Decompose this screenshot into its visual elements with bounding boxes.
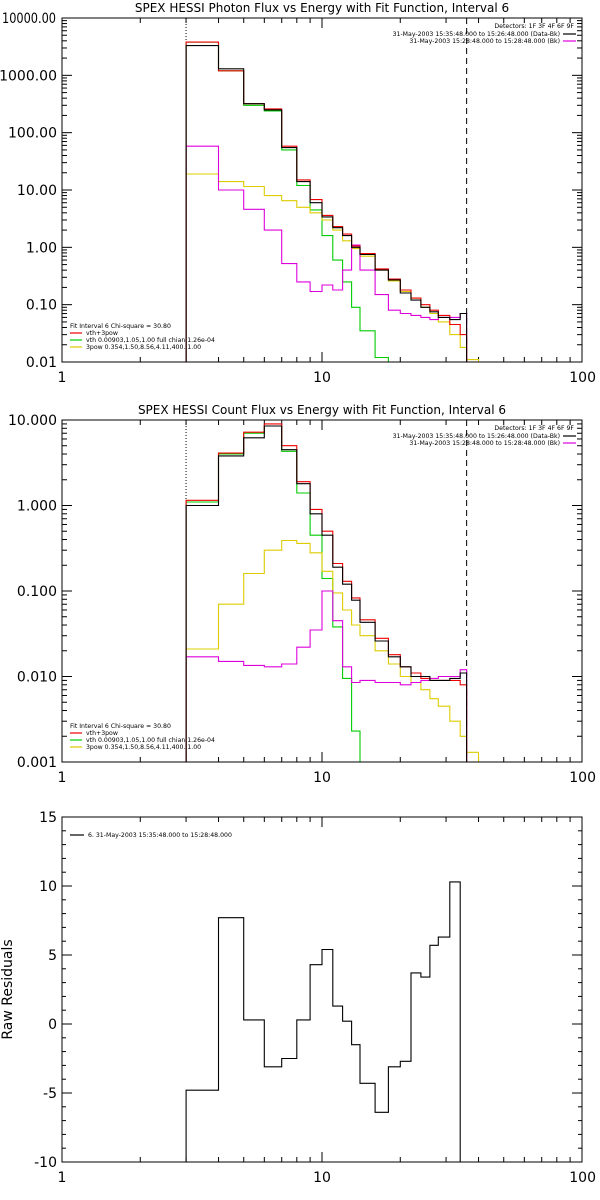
y-tick-label: -10 (34, 1155, 57, 1171)
legend-entry-label: vth 0.00903,1.05,1.00 full chian 1.26e-0… (86, 337, 215, 344)
data-series (185, 423, 490, 762)
data-series (185, 881, 461, 1162)
x-minor-ticks (139, 420, 571, 762)
y-minor-ticks (62, 830, 582, 1149)
vth-histogram (185, 425, 361, 762)
legend-top-left: 6. 31-May-2003 15:35:48.000 to 15:28:48.… (70, 832, 232, 839)
y-tick-label: 1000.00 (0, 68, 57, 84)
legend-header: Detectors: 1F 3F 4F 6F 9F (494, 23, 574, 30)
x-axis: 1 10 100 (58, 18, 596, 386)
y-tick-label: 1.000 (17, 499, 57, 515)
y-axis: 0.01 0.10 1.00 10.00 100.00 1000.00 10000.00 (0, 11, 582, 371)
vth-3pow-histogram (185, 423, 468, 762)
x-minor-ticks (139, 18, 571, 362)
legend-header: Fit Interval 6 Chi-square = 30.80 (70, 323, 171, 330)
x-minor-ticks (139, 817, 571, 1162)
legend-entry-label: 3pow 0.354,1.50,8.56,4.11,400.,1.00 (86, 744, 201, 751)
legend-left: Fit Interval 6 Chi-square = 30.80vth+3po… (70, 323, 215, 351)
x-tick-label: 1 (58, 370, 67, 386)
legend-entry-label: 31-May-2003 15:28:48.000 to 15:28:48.000… (409, 440, 560, 447)
data-series (185, 41, 480, 362)
photon-flux-panel: SPEX HESSI Photon Flux vs Energy with Fi… (0, 1, 596, 386)
chart-title: SPEX HESSI Count Flux vs Energy with Fit… (138, 403, 506, 417)
count-flux-panel: SPEX HESSI Count Flux vs Energy with Fit… (8, 403, 596, 786)
legend-entry-label: vth+3pow (86, 730, 118, 737)
y-tick-label: 5 (48, 948, 57, 964)
y-tick-label: 1.00 (26, 240, 57, 256)
3pow-histogram (185, 539, 490, 762)
x-axis: 1 10 100 (58, 817, 596, 1186)
legend-entry-label: 31-May-2003 15:28:48.000 to 15:28:48.000… (409, 38, 560, 45)
bk-histogram (185, 145, 468, 362)
bk-histogram (185, 590, 468, 762)
chart-title: SPEX HESSI Photon Flux vs Energy with Fi… (135, 1, 509, 15)
legend-entry-label: 6. 31-May-2003 15:35:48.000 to 15:28:48.… (88, 832, 232, 839)
y-tick-label: 10 (39, 879, 57, 895)
vth-histogram (185, 41, 389, 362)
y-tick-label: 10.000 (8, 413, 57, 429)
vth-3pow-histogram (185, 41, 468, 362)
x-tick-label: 10 (313, 770, 331, 786)
legend-header: Detectors: 1F 3F 4F 6F 9F (494, 425, 574, 432)
legend-entry-label: vth+3pow (86, 330, 118, 337)
residuals-histogram (185, 881, 461, 1162)
y-axis-label: Raw Residuals (0, 939, 16, 1039)
residuals-panel: 1 10 100 -10 -5 0 5 10 15 Raw Residuals 6. 31-May-… (0, 810, 596, 1186)
y-tick-label: 0.01 (26, 355, 57, 371)
y-tick-label: 0 (48, 1017, 57, 1033)
y-tick-label: 10000.00 (2, 11, 56, 27)
x-tick-label: 10 (313, 1170, 331, 1186)
y-axis: -10 -5 0 5 10 15 (34, 810, 582, 1171)
y-tick-label: 10.00 (17, 183, 57, 199)
x-tick-label: 100 (569, 770, 596, 786)
y-tick-label: 0.001 (17, 755, 57, 771)
data-bk-histogram (185, 45, 468, 362)
legend-entry-label: vth 0.00903,1.05,1.00 full chian 1.26e-0… (86, 737, 215, 744)
legend-entry-label: 3pow 0.354,1.50,8.56,4.11,400.,1.00 (86, 344, 201, 351)
y-tick-label: 0.010 (17, 670, 57, 686)
plot-frame (61, 419, 583, 763)
x-tick-label: 100 (569, 1170, 596, 1186)
x-tick-label: 1 (58, 770, 67, 786)
legend-left: Fit Interval 6 Chi-square = 30.80vth+3po… (70, 723, 215, 751)
legend-entry-label: 31-May-2003 15:35:48.000 to 15:26:48.000… (393, 31, 560, 38)
legend-entry-label: 31-May-2003 15:35:48.000 to 15:26:48.000… (393, 433, 560, 440)
legend-header: Fit Interval 6 Chi-square = 30.80 (70, 723, 171, 730)
y-tick-label: 100.00 (8, 126, 57, 142)
x-tick-label: 100 (569, 370, 596, 386)
plot-frame (61, 816, 583, 1163)
plot-frame (61, 17, 583, 363)
y-tick-label: -5 (43, 1086, 57, 1102)
x-axis: 1 10 100 (58, 420, 596, 786)
y-minor-ticks (62, 20, 582, 346)
x-tick-label: 10 (313, 370, 331, 386)
y-minor-ticks (62, 423, 582, 737)
y-tick-label: 0.10 (26, 298, 57, 314)
y-tick-label: 0.100 (17, 584, 57, 600)
x-tick-label: 1 (58, 1170, 67, 1186)
y-tick-label: 15 (39, 810, 57, 826)
3pow-histogram (185, 173, 480, 362)
data-bk-histogram (185, 425, 468, 762)
y-axis: 0.001 0.010 0.100 1.000 10.000 (8, 413, 582, 771)
